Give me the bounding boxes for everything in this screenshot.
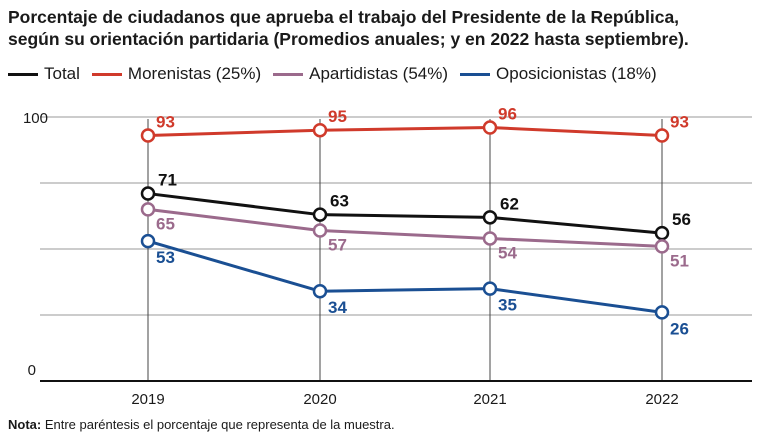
data-label: 93 (156, 112, 175, 131)
data-point (654, 305, 670, 320)
x-tick-label: 2019 (131, 391, 164, 408)
footnote-label: Nota: (8, 417, 42, 432)
legend-item-total: Total (8, 64, 80, 84)
data-label: 35 (498, 296, 517, 315)
data-label: 62 (500, 194, 519, 213)
data-point (482, 231, 498, 246)
data-point (312, 223, 328, 238)
footnote: Nota: Entre paréntesis el porcentaje que… (8, 417, 395, 432)
legend: Total Morenistas (25%) Apartidistas (54%… (8, 62, 669, 86)
x-tick-label: 2020 (303, 391, 336, 408)
chart-title: Porcentaje de ciudadanos que aprueba el … (8, 6, 770, 50)
series-line (147, 126, 663, 137)
data-label: 93 (670, 112, 689, 131)
series-line (147, 192, 663, 235)
chart-title-line-2: según su orientación partidaria (Promedi… (8, 29, 689, 49)
data-point (140, 128, 156, 143)
legend-item-oposicionistas: Oposicionistas (18%) (460, 64, 657, 84)
data-point (140, 233, 156, 249)
legend-swatch-oposicionistas (460, 72, 491, 76)
data-point (482, 281, 498, 296)
data-point (140, 202, 156, 217)
data-label: 57 (328, 236, 347, 255)
data-point (140, 186, 156, 201)
legend-swatch-total (8, 72, 38, 76)
legend-label-oposicionistas: Oposicionistas (18%) (496, 64, 657, 83)
legend-label-apartidistas: Apartidistas (54%) (309, 64, 449, 83)
data-point (654, 128, 670, 143)
data-point (654, 239, 670, 254)
y-tick-label: 0 (28, 362, 36, 379)
series-line (147, 207, 663, 248)
legend-label-morenistas: Morenistas (25%) (127, 64, 262, 83)
data-label: 51 (670, 251, 689, 270)
legend-swatch-apartidistas (273, 72, 304, 76)
legend-swatch-morenistas (91, 72, 122, 76)
x-tick-label: 2021 (473, 391, 506, 408)
data-point (482, 120, 498, 135)
series-line (147, 239, 663, 314)
data-point (654, 225, 670, 241)
data-label: 95 (328, 107, 347, 126)
data-label: 65 (156, 214, 175, 233)
legend-item-apartidistas: Apartidistas (54%) (273, 64, 448, 84)
data-label: 26 (670, 319, 689, 338)
legend-label-total: Total (44, 64, 80, 83)
data-label: 71 (158, 171, 177, 190)
x-tick-label: 2022 (645, 391, 678, 408)
chart-title-line-1: Porcentaje de ciudadanos que aprueba el … (8, 7, 680, 27)
data-label: 53 (156, 248, 175, 267)
legend-item-morenistas: Morenistas (25%) (91, 64, 262, 84)
data-label: 56 (672, 210, 691, 229)
data-point (312, 283, 328, 299)
y-tick-label: 100 (23, 110, 48, 127)
data-point (312, 207, 328, 222)
data-point (482, 210, 498, 225)
data-label: 63 (330, 192, 349, 211)
data-label: 34 (328, 298, 347, 317)
footnote-text: Entre paréntesis el porcentaje que repre… (41, 417, 395, 432)
data-point (312, 122, 328, 138)
data-label: 54 (498, 243, 517, 262)
data-label: 96 (498, 105, 517, 124)
